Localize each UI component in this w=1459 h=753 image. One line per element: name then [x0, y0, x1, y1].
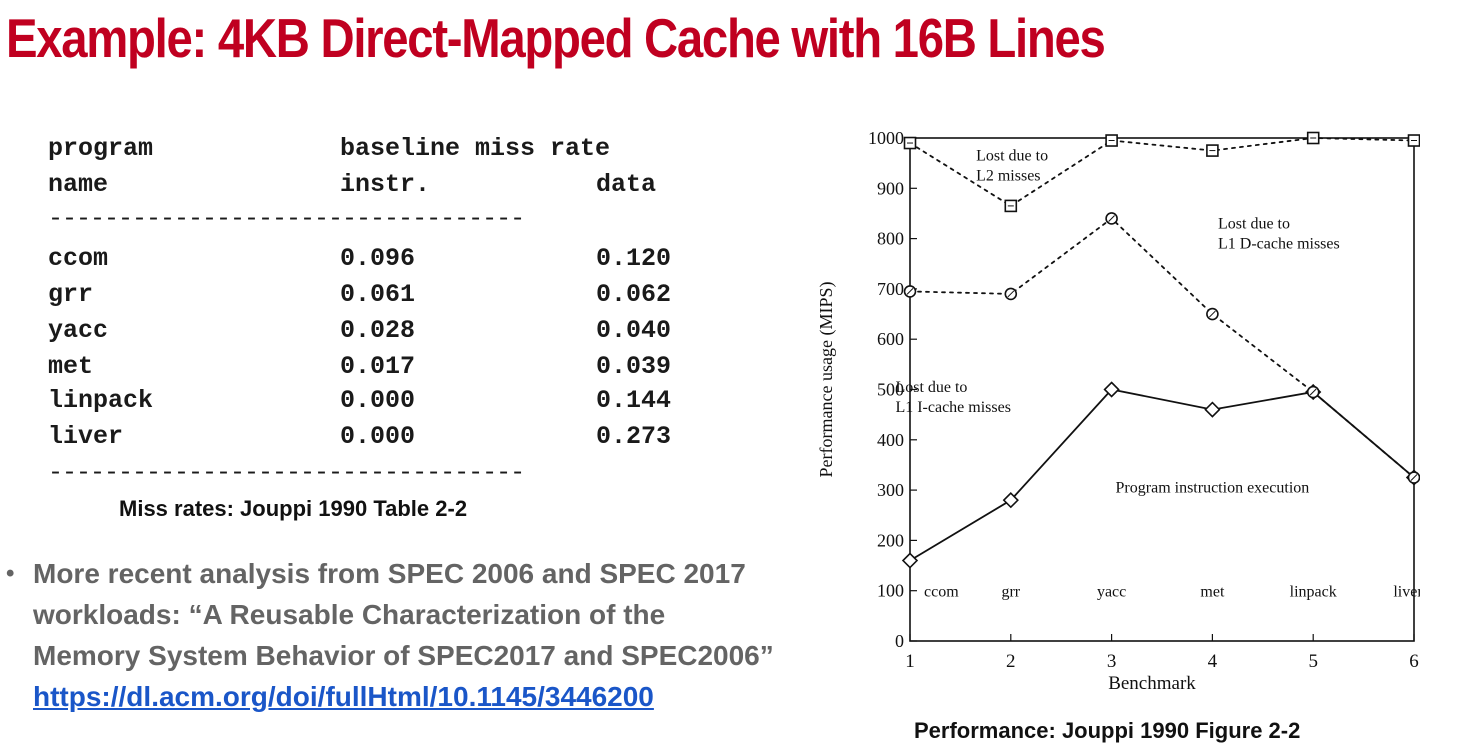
- row-data: 0.062: [596, 280, 672, 309]
- row-name: linpack: [48, 386, 154, 415]
- y-tick-label: 600: [877, 329, 904, 349]
- table-caption: Miss rates: Jouppi 1990 Table 2-2: [119, 496, 468, 521]
- header-instr: instr.: [340, 170, 431, 199]
- x-axis-title: Benchmark: [1108, 673, 1196, 694]
- plot-frame: [909, 137, 1415, 642]
- row-instr: 0.000: [340, 422, 416, 451]
- data-point-circle-mark: [1108, 215, 1115, 222]
- row-data: 0.120: [596, 244, 672, 273]
- data-point-circle-mark: [906, 288, 914, 295]
- row-instr: 0.000: [340, 386, 416, 415]
- header-baseline-miss-rate: baseline miss rate: [340, 134, 611, 163]
- y-tick-label: 300: [877, 480, 904, 500]
- x-tick-label: 3: [1107, 651, 1117, 672]
- annotation-text: Lost due to: [976, 148, 1048, 165]
- bullet-line: Memory System Behavior of SPEC2017 and S…: [33, 640, 774, 671]
- y-axis-title: Performance usage (MIPS): [816, 282, 837, 478]
- series-line-circle: [909, 217, 1415, 479]
- row-instr: 0.096: [340, 244, 416, 273]
- bullet-line: More recent analysis from SPEC 2006 and …: [33, 558, 746, 589]
- header-data: data: [596, 170, 657, 199]
- row-instr: 0.061: [340, 280, 416, 309]
- y-tick-label: 1000: [868, 128, 904, 148]
- data-point-circle-mark: [1209, 310, 1216, 318]
- row-name: ccom: [48, 244, 109, 273]
- bullet-text: More recent analysis from SPEC 2006 and …: [33, 553, 883, 717]
- series-line-square: [909, 137, 1415, 207]
- benchmark-label: ccom: [924, 584, 959, 601]
- row-name: liver: [48, 422, 124, 451]
- row-data: 0.144: [596, 386, 672, 415]
- header-name: name: [48, 170, 109, 199]
- row-instr: 0.017: [340, 352, 416, 381]
- data-point-diamond: [901, 552, 919, 569]
- data-point-diamond: [1103, 381, 1120, 398]
- y-tick-label: 100: [877, 581, 904, 601]
- y-tick-label: 0: [895, 631, 904, 651]
- benchmark-label: met: [1200, 584, 1225, 601]
- annotation-text: Lost due to: [895, 379, 967, 396]
- paper-link[interactable]: https://dl.acm.org/doi/fullHtml/10.1145/…: [33, 681, 654, 712]
- annotation-text: L1 D-cache misses: [1218, 236, 1340, 253]
- table-rule-top: ----------------------------------: [48, 204, 525, 233]
- data-point-circle-mark: [1309, 388, 1317, 396]
- row-name: grr: [48, 280, 94, 309]
- row-name: met: [48, 352, 94, 381]
- table-rule-bottom: ----------------------------------: [48, 458, 525, 487]
- figure-caption: Performance: Jouppi 1990 Figure 2-2: [914, 718, 1301, 743]
- row-data: 0.039: [596, 352, 672, 381]
- y-tick-label: 200: [877, 530, 904, 550]
- row-instr: 0.028: [340, 316, 416, 345]
- x-tick-label: 1: [905, 651, 915, 672]
- x-tick-label: 6: [1409, 651, 1419, 672]
- data-point-diamond: [1204, 401, 1221, 418]
- row-data: 0.040: [596, 316, 672, 345]
- benchmark-label: grr: [1001, 584, 1020, 601]
- y-tick-label: 900: [877, 178, 904, 198]
- benchmark-label: linpack: [1290, 584, 1337, 601]
- annotation-text: L2 misses: [976, 168, 1040, 185]
- performance-chart: 0 100 200 300 400 500 600 700 800 900 1000 1 2 3 4 5 6 Be…: [816, 128, 1420, 694]
- bullet-line: workloads: “A Reusable Characterization …: [33, 599, 666, 630]
- benchmark-label: yacc: [1097, 584, 1126, 601]
- row-data: 0.273: [596, 422, 672, 451]
- y-tick-label: 500: [877, 380, 904, 400]
- annotation-text: Lost due to: [1218, 216, 1290, 233]
- x-tick-label: 4: [1208, 651, 1218, 672]
- data-point-diamond: [1002, 492, 1019, 509]
- y-tick-label: 700: [877, 279, 904, 299]
- x-tick-label: 5: [1308, 651, 1318, 672]
- y-tick-label: 400: [877, 430, 904, 450]
- header-program: program: [48, 134, 154, 163]
- data-point-circle-mark: [1007, 290, 1015, 298]
- row-name: yacc: [48, 316, 109, 345]
- benchmark-label: liver: [1393, 584, 1420, 601]
- annotation-text: L1 I-cache misses: [895, 399, 1011, 416]
- y-tick-label: 800: [877, 229, 904, 249]
- annotation-text: Program instruction execution: [1116, 480, 1310, 497]
- data-point-circle-mark: [1410, 474, 1418, 481]
- x-tick-label: 2: [1006, 651, 1016, 672]
- slide-title: Example: 4KB Direct-Mapped Cache with 16…: [6, 7, 1106, 69]
- bullet-dot-icon: •: [6, 560, 15, 587]
